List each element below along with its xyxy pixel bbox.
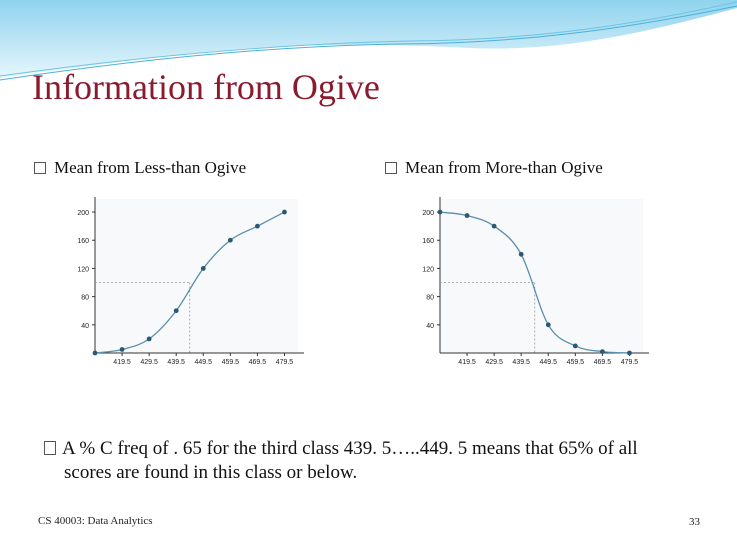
bullet-box-icon — [385, 162, 397, 174]
bullet-label: Mean from Less-than Ogive — [54, 158, 247, 177]
data-point — [227, 237, 233, 243]
data-point — [464, 213, 470, 218]
data-point — [146, 336, 152, 342]
x-tick-label: 469.5 — [249, 359, 267, 366]
x-tick-label: 419.5 — [113, 359, 131, 366]
header-wave-decoration — [0, 0, 737, 81]
data-point — [173, 308, 179, 314]
data-point — [119, 347, 125, 352]
x-tick-label: 459.5 — [222, 359, 240, 366]
x-tick-label: 449.5 — [540, 359, 558, 366]
bullet-box-icon — [34, 162, 46, 174]
y-tick-label: 40 — [81, 323, 89, 330]
data-point — [491, 223, 497, 229]
bullet-more-than-ogive: Mean from More-than Ogive — [385, 158, 603, 178]
y-tick-label: 80 — [81, 295, 89, 302]
data-point — [600, 349, 605, 354]
data-point — [437, 209, 443, 215]
plot-area — [95, 199, 298, 353]
y-tick-label: 200 — [422, 210, 434, 217]
x-tick-label: 479.5 — [621, 359, 639, 366]
ogive-curve — [439, 211, 630, 354]
data-point — [545, 322, 551, 328]
explanation-paragraph: A % C freq of . 65 for the third class 4… — [44, 437, 714, 485]
x-tick-label: 439.5 — [512, 359, 530, 366]
y-tick-label: 120 — [422, 266, 434, 273]
x-tick-label: 429.5 — [140, 359, 158, 366]
y-tick-label: 160 — [77, 238, 89, 245]
paragraph-line-2: scores are found in this class or below. — [64, 462, 358, 483]
data-point — [92, 350, 98, 356]
data-point — [627, 350, 632, 356]
x-tick-label: 459.5 — [567, 359, 585, 366]
y-tick-label: 120 — [77, 266, 89, 273]
x-tick-label: 439.5 — [167, 359, 185, 366]
data-point — [255, 223, 260, 229]
paragraph-line-1: A % C freq of . 65 for the third class 4… — [62, 438, 638, 459]
bullet-label: Mean from More-than Ogive — [405, 158, 603, 177]
slide-title: Information from Ogive — [32, 67, 380, 107]
x-tick-label: 429.5 — [485, 359, 503, 366]
y-tick-label: 40 — [426, 323, 434, 330]
data-point — [518, 251, 524, 257]
x-tick-label: 449.5 — [195, 359, 213, 366]
less-than-ogive-chart: 40 80 120 160 200 419.5 429.5 439.5 449.5 459.5 46… — [77, 197, 304, 366]
x-tick-label: 479.5 — [276, 359, 294, 366]
footer-course-label: CS 40003: Data Analytics — [38, 515, 153, 527]
data-point — [282, 209, 287, 215]
more-than-ogive-chart: 40 80 120 160 200 419.5 429.5 439.5 449.5 459.5 46… — [422, 197, 649, 366]
data-point — [572, 343, 578, 349]
x-tick-label: 419.5 — [458, 359, 476, 366]
plot-area — [440, 199, 643, 353]
y-tick-label: 160 — [422, 238, 434, 245]
footer-page-number: 33 — [689, 516, 700, 528]
x-tick-label: 469.5 — [594, 359, 612, 366]
bullet-box-icon — [44, 441, 56, 455]
y-tick-label: 200 — [77, 210, 89, 217]
data-point — [200, 266, 206, 271]
bullet-less-than-ogive: Mean from Less-than Ogive — [34, 158, 246, 178]
y-tick-label: 80 — [426, 295, 434, 302]
